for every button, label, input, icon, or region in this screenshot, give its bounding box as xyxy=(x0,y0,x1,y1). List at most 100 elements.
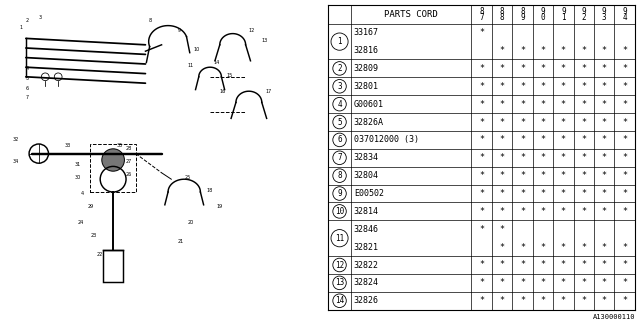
Text: 14: 14 xyxy=(213,60,220,65)
Text: 33: 33 xyxy=(65,143,71,148)
Text: *: * xyxy=(479,100,484,109)
Text: *: * xyxy=(479,117,484,126)
Text: 10: 10 xyxy=(335,207,344,216)
Text: 13: 13 xyxy=(335,278,344,287)
Text: *: * xyxy=(581,171,586,180)
Text: *: * xyxy=(622,135,627,144)
Text: *: * xyxy=(540,46,545,55)
Text: *: * xyxy=(520,64,525,73)
Text: 9: 9 xyxy=(561,7,566,16)
Text: 1: 1 xyxy=(561,13,566,22)
Text: *: * xyxy=(602,189,607,198)
Text: 32826A: 32826A xyxy=(354,117,384,126)
Text: 11: 11 xyxy=(188,63,194,68)
Text: 9: 9 xyxy=(582,7,586,16)
Text: 5: 5 xyxy=(337,117,342,126)
Text: 8: 8 xyxy=(148,18,152,23)
Text: *: * xyxy=(561,189,566,198)
Text: *: * xyxy=(540,82,545,91)
Text: *: * xyxy=(479,153,484,162)
Text: 6: 6 xyxy=(337,135,342,144)
Text: *: * xyxy=(540,117,545,126)
Text: *: * xyxy=(479,189,484,198)
Text: *: * xyxy=(561,100,566,109)
Text: 16: 16 xyxy=(220,89,226,94)
Text: 26: 26 xyxy=(126,172,132,177)
Text: 9: 9 xyxy=(337,189,342,198)
Text: 7: 7 xyxy=(26,95,29,100)
Text: *: * xyxy=(581,260,586,269)
Text: 17: 17 xyxy=(265,89,271,94)
Text: *: * xyxy=(479,64,484,73)
Text: *: * xyxy=(500,64,504,73)
Text: *: * xyxy=(622,117,627,126)
Text: *: * xyxy=(479,135,484,144)
Text: *: * xyxy=(581,117,586,126)
Text: *: * xyxy=(520,207,525,216)
Text: 32826: 32826 xyxy=(354,296,379,305)
Text: *: * xyxy=(520,189,525,198)
Text: *: * xyxy=(602,82,607,91)
Text: 7: 7 xyxy=(337,153,342,162)
Text: 14: 14 xyxy=(335,296,344,305)
Text: 0: 0 xyxy=(541,13,545,22)
Text: *: * xyxy=(561,207,566,216)
Text: E00502: E00502 xyxy=(354,189,384,198)
Text: *: * xyxy=(500,225,504,234)
Text: 24: 24 xyxy=(77,220,84,225)
Text: 7: 7 xyxy=(479,13,484,22)
Text: *: * xyxy=(479,207,484,216)
Text: PARTS CORD: PARTS CORD xyxy=(384,10,438,19)
Text: 32: 32 xyxy=(13,137,19,142)
Text: *: * xyxy=(561,278,566,287)
Text: 4: 4 xyxy=(622,13,627,22)
Text: 3: 3 xyxy=(337,82,342,91)
Text: *: * xyxy=(500,243,504,252)
Text: *: * xyxy=(561,82,566,91)
Text: 9: 9 xyxy=(602,7,607,16)
Text: 32801: 32801 xyxy=(354,82,379,91)
Text: 3: 3 xyxy=(39,15,42,20)
Text: 15: 15 xyxy=(227,73,232,78)
Text: 32824: 32824 xyxy=(354,278,379,287)
Text: *: * xyxy=(500,260,504,269)
Text: *: * xyxy=(622,189,627,198)
Text: 1: 1 xyxy=(19,25,22,30)
Text: *: * xyxy=(622,207,627,216)
Text: 28: 28 xyxy=(126,146,132,151)
Text: 21: 21 xyxy=(178,239,184,244)
Text: *: * xyxy=(602,153,607,162)
Text: 23: 23 xyxy=(90,233,97,238)
Bar xyxy=(104,250,123,282)
Text: *: * xyxy=(622,260,627,269)
Text: *: * xyxy=(622,278,627,287)
Text: *: * xyxy=(602,171,607,180)
Text: *: * xyxy=(520,296,525,305)
Text: 2: 2 xyxy=(582,13,586,22)
Text: *: * xyxy=(581,189,586,198)
Text: *: * xyxy=(602,46,607,55)
Text: 32804: 32804 xyxy=(354,171,379,180)
Text: *: * xyxy=(581,278,586,287)
Text: *: * xyxy=(479,82,484,91)
Text: *: * xyxy=(500,278,504,287)
Text: *: * xyxy=(622,100,627,109)
Text: *: * xyxy=(602,278,607,287)
Text: 30: 30 xyxy=(74,175,81,180)
Text: *: * xyxy=(622,82,627,91)
Text: *: * xyxy=(561,296,566,305)
Text: 35: 35 xyxy=(116,143,123,148)
Text: *: * xyxy=(479,28,484,37)
Bar xyxy=(90,144,136,192)
Text: *: * xyxy=(479,278,484,287)
Text: *: * xyxy=(520,82,525,91)
Text: *: * xyxy=(622,64,627,73)
Text: 22: 22 xyxy=(97,252,103,257)
Text: 32809: 32809 xyxy=(354,64,379,73)
Text: 8: 8 xyxy=(337,171,342,180)
Text: 8: 8 xyxy=(500,13,504,22)
Text: *: * xyxy=(540,278,545,287)
Text: 3: 3 xyxy=(602,13,607,22)
Text: *: * xyxy=(561,135,566,144)
Text: 2: 2 xyxy=(337,64,342,73)
